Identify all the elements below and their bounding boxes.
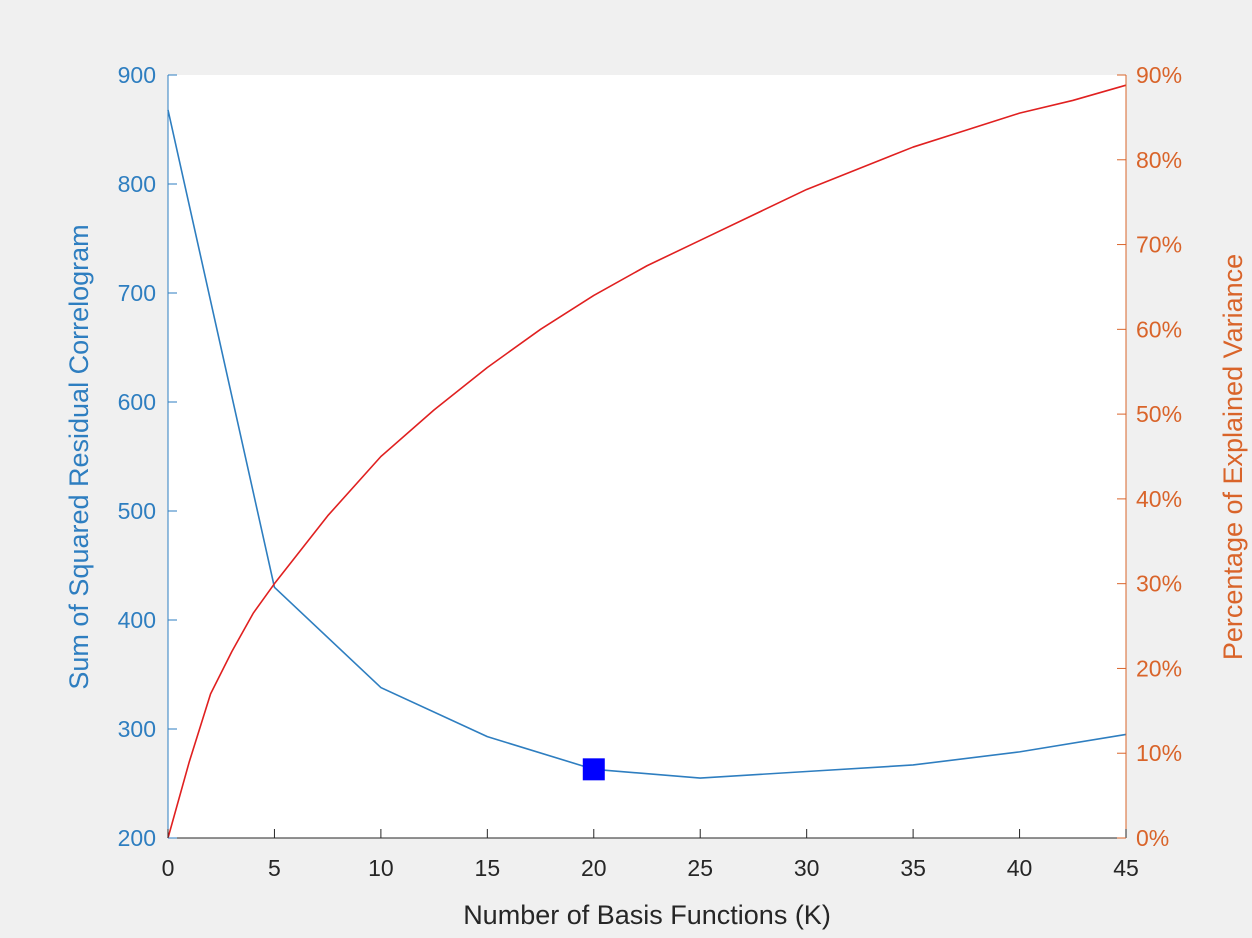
x-tick-label: 45 [1113,855,1139,881]
left-tick-label: 800 [118,171,156,197]
right-tick-label: 0% [1136,825,1169,851]
left-tick-label: 200 [118,825,156,851]
right-tick-label: 30% [1136,571,1182,597]
right-tick-label: 70% [1136,232,1182,258]
left-tick-label: 700 [118,280,156,306]
left-tick-label: 300 [118,716,156,742]
highlight-marker [582,758,605,781]
left-tick-label: 500 [118,498,156,524]
left-tick-label: 600 [118,389,156,415]
right-tick-label: 60% [1136,316,1182,342]
x-axis-label: Number of Basis Functions (K) [463,900,831,930]
right-tick-label: 50% [1136,401,1182,427]
x-tick-label: 25 [687,855,713,881]
labels-layer: Number of Basis Functions (K) Sum of Squ… [64,224,1248,930]
series-line-explained-variance [167,84,1127,839]
plot-area [168,75,1126,838]
right-axis-label: Percentage of Explained Variance [1218,254,1248,660]
left-axis-label: Sum of Squared Residual Correlogram [64,224,94,689]
right-tick-label: 90% [1136,62,1182,88]
x-tick-label: 30 [794,855,820,881]
left-tick-label: 400 [118,607,156,633]
right-tick-label: 10% [1136,740,1182,766]
x-tick-label: 40 [1007,855,1033,881]
x-tick-label: 15 [475,855,501,881]
x-tick-label: 5 [268,855,281,881]
series-line-residual-correlogram [167,109,1127,779]
axes-layer: 0 5 10 15 20 25 30 35 40 45 200 300 400 500 600 700 800 9… [118,62,1182,881]
series-layer [167,84,1127,839]
x-tick-label: 20 [581,855,607,881]
right-tick-label: 40% [1136,486,1182,512]
x-tick-label: 35 [900,855,926,881]
right-tick-label: 20% [1136,655,1182,681]
right-tick-label: 80% [1136,147,1182,173]
x-tick-label: 0 [162,855,175,881]
left-tick-label: 900 [118,62,156,88]
x-tick-label: 10 [368,855,394,881]
